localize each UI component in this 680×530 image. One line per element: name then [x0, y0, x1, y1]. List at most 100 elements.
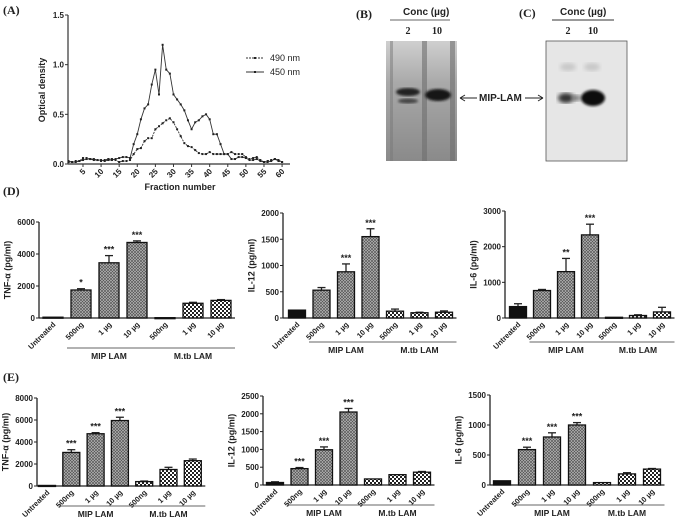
- data-point: [132, 143, 135, 146]
- y-axis-label: IL-6 (pg/ml): [454, 416, 464, 465]
- x-tick-label: 25: [147, 167, 160, 180]
- data-point: [92, 159, 95, 162]
- data-point: [273, 158, 276, 161]
- bar: [70, 289, 92, 319]
- bar: [592, 481, 612, 486]
- data-point: [237, 153, 240, 156]
- bar-chart-1: 0 2000 4000 6000 TNF-α (pg/ml) Untreated * 500n…: [3, 218, 235, 361]
- bar: [508, 305, 528, 319]
- y-tick-label: 0: [255, 481, 260, 490]
- significance-marker: ***: [66, 439, 77, 449]
- y-axis-label: IL-6 (pg/ml): [469, 240, 479, 289]
- bar: [110, 419, 130, 487]
- significance-marker: ***: [365, 218, 376, 228]
- data-point: [125, 160, 128, 163]
- significance-marker: ***: [547, 422, 558, 432]
- category-label: 500ng: [510, 487, 532, 509]
- data-point: [139, 118, 142, 121]
- y-tick-label: 0.0: [53, 160, 65, 169]
- y-axis-label: IL-12 (pg/ml): [247, 239, 257, 293]
- data-point: [212, 133, 215, 136]
- category-label: 10 µg: [636, 487, 656, 507]
- data-point: [194, 121, 197, 124]
- y-tick-label: 0: [31, 314, 36, 323]
- gel-c-lane-2: 10: [588, 26, 598, 37]
- data-point: [143, 140, 146, 143]
- x-axis-label: Fraction number: [144, 182, 216, 192]
- y-tick-label: 2000: [241, 410, 259, 419]
- y-tick-label: 500: [266, 288, 280, 297]
- x-tick-label: 45: [220, 167, 233, 180]
- group-label: M.tb LAM: [378, 508, 416, 518]
- group-label: M.tb LAM: [149, 509, 187, 519]
- data-point: [118, 161, 121, 164]
- bar: [567, 424, 587, 486]
- category-label: 10 µg: [561, 487, 581, 507]
- data-point: [103, 160, 106, 163]
- series-line-0: [68, 117, 283, 163]
- group-label: M.tb LAM: [174, 351, 212, 361]
- significance-marker: ***: [319, 436, 330, 446]
- x-tick-label: 35: [183, 167, 196, 180]
- category-label: 1 µg: [539, 487, 556, 504]
- gel-c-band-2: [581, 90, 605, 106]
- bar: [287, 309, 307, 319]
- category-label: 10 µg: [333, 487, 353, 507]
- category-label: 10 µg: [406, 487, 426, 507]
- y-tick-label: 4000: [17, 250, 35, 259]
- bar: [580, 234, 600, 319]
- gel-c-band-1: [558, 93, 574, 103]
- bar: [532, 289, 552, 319]
- bar: [312, 289, 331, 319]
- gel-c: Conc (µg) 2 10: [545, 7, 628, 162]
- significance-marker: ***: [115, 406, 126, 416]
- data-point: [234, 158, 237, 161]
- gel-b-band-2: [425, 89, 451, 101]
- data-point: [266, 161, 269, 164]
- panel-label-c: (C): [519, 6, 536, 20]
- category-label: 1 µg: [553, 320, 570, 337]
- bar: [652, 311, 672, 319]
- category-label: 500ng: [127, 488, 149, 510]
- bar: [42, 316, 64, 319]
- data-point: [150, 137, 153, 140]
- category-label: 1 µg: [614, 487, 631, 504]
- data-point: [158, 93, 160, 96]
- data-point: [168, 117, 171, 120]
- bar: [434, 311, 454, 319]
- bar: [361, 235, 380, 319]
- bar: [617, 473, 637, 486]
- data-point: [183, 109, 186, 112]
- y-axis-label: TNF-α (pg/ml): [1, 413, 11, 472]
- bar: [628, 314, 648, 319]
- arrow-right-icon: [537, 94, 544, 102]
- data-point: [241, 153, 244, 156]
- bar: [492, 480, 512, 486]
- group-label: MIP LAM: [306, 508, 342, 518]
- data-point: [186, 119, 189, 122]
- bar: [154, 317, 176, 320]
- x-tick-label: 30: [165, 167, 178, 180]
- group-label: M.tb LAM: [400, 345, 438, 355]
- bar: [556, 270, 576, 319]
- x-tick-label: 55: [256, 167, 269, 180]
- data-point: [165, 68, 168, 71]
- data-point: [255, 158, 258, 161]
- data-point: [143, 107, 146, 110]
- data-point: [168, 72, 171, 75]
- data-point: [107, 159, 110, 162]
- category-label: 500ng: [64, 320, 86, 342]
- data-point: [158, 125, 160, 128]
- bar: [182, 302, 204, 319]
- group-label: M.tb LAM: [619, 345, 657, 355]
- y-tick-label: 1500: [241, 428, 259, 437]
- data-point: [81, 159, 84, 162]
- data-point: [252, 159, 255, 162]
- data-point: [67, 160, 70, 163]
- category-label: 1 µg: [333, 320, 350, 337]
- gel-b-image: [386, 41, 457, 161]
- x-tick-label: 60: [274, 167, 287, 180]
- category-label: 500ng: [54, 488, 76, 510]
- x-tick-label: 5: [78, 167, 88, 177]
- data-point: [147, 103, 150, 106]
